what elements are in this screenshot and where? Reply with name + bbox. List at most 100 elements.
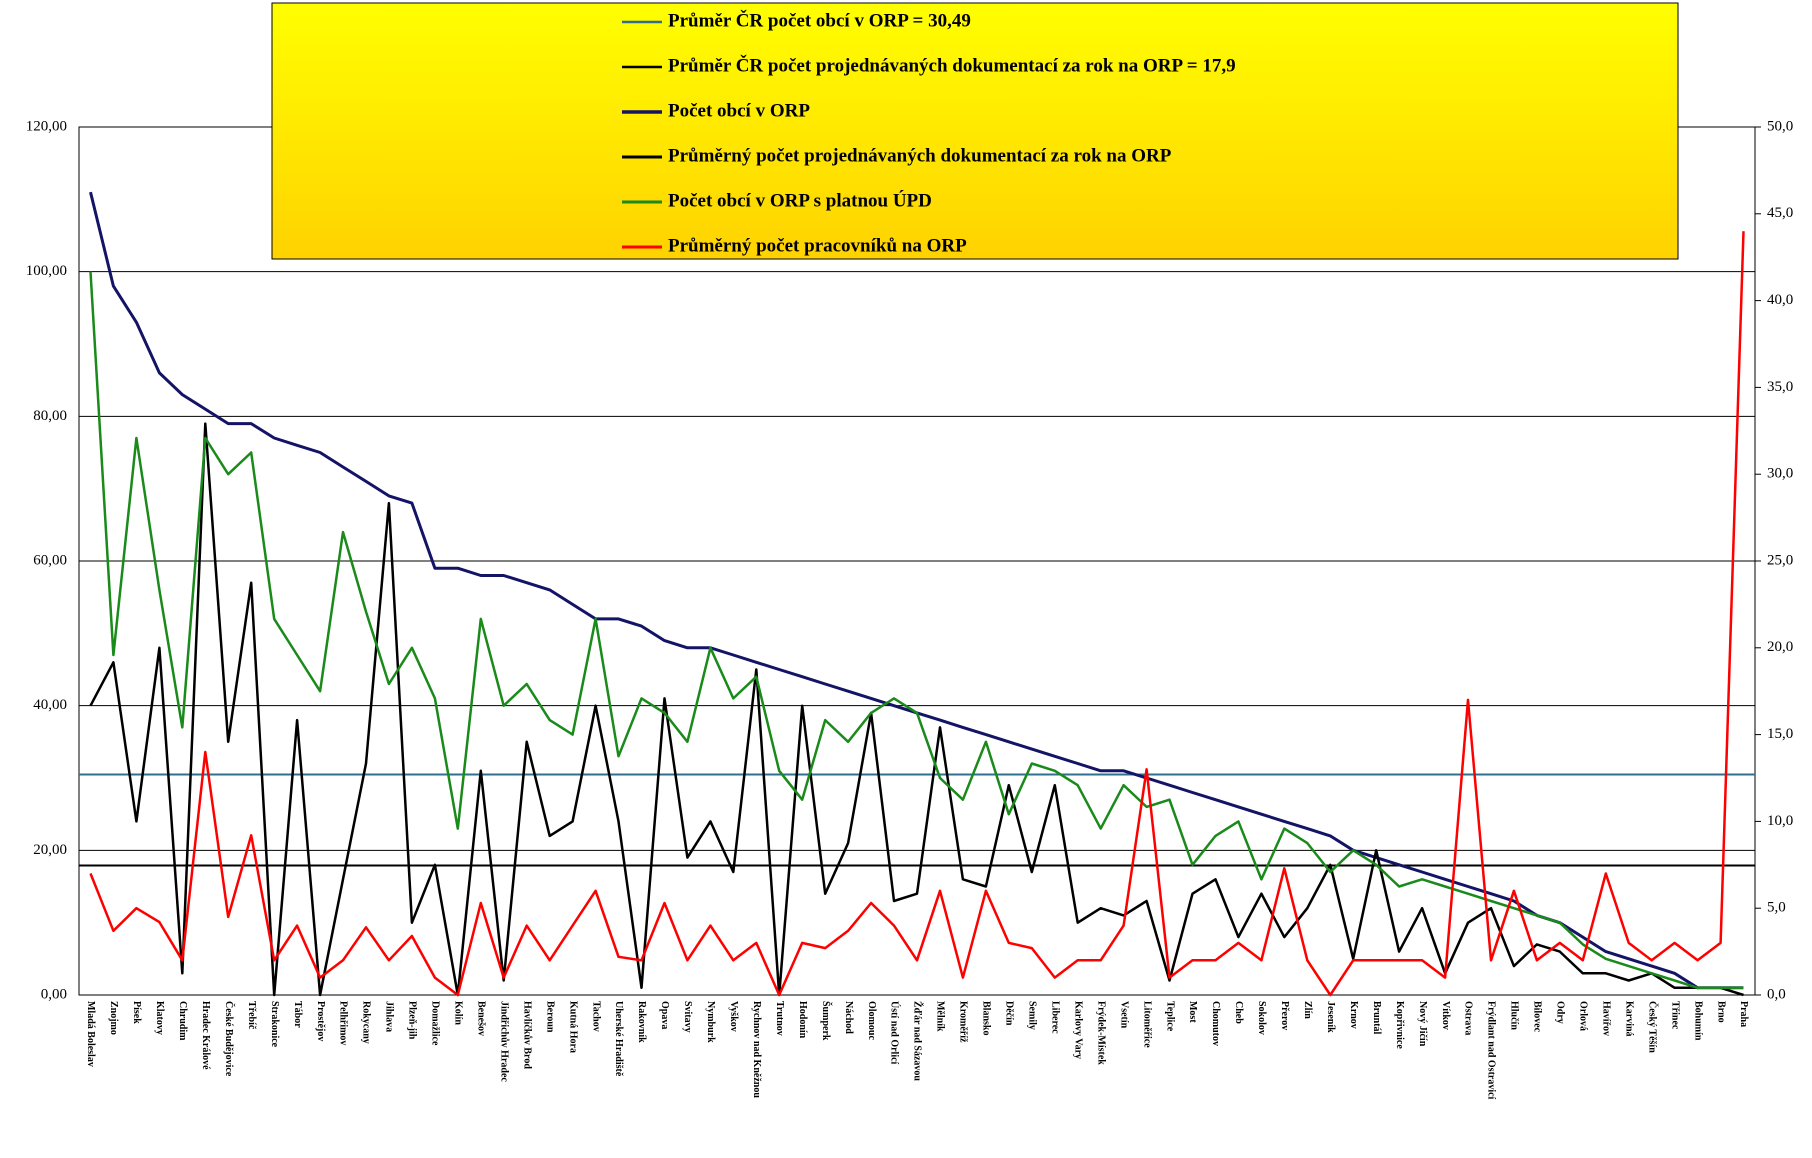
x-tick-label: Zlín [1302, 1001, 1313, 1019]
legend-label: Počet obcí v ORP s platnou ÚPD [668, 189, 932, 211]
x-tick-label: Brno [1715, 1001, 1726, 1023]
x-tick-label: Praha [1738, 1001, 1749, 1027]
y-tick-label: 80,00 [33, 408, 67, 424]
y2-tick-label: 45,0 [1767, 205, 1793, 221]
x-tick-label: Krnov [1348, 1001, 1359, 1029]
x-tick-label: Benešov [475, 1001, 486, 1036]
x-tick-label: Mělník [935, 1001, 946, 1032]
y-tick-label: 0,00 [41, 986, 67, 1002]
x-tick-label: Karviná [1623, 1001, 1634, 1037]
legend-label: Počet obcí v ORP [668, 100, 810, 121]
x-tick-label: Prostějov [315, 1001, 326, 1041]
x-tick-label: Most [1187, 1001, 1198, 1023]
x-tick-label: Litoměřice [1141, 1001, 1152, 1048]
x-tick-label: Karlovy Vary [1072, 1001, 1083, 1059]
x-tick-label: Hodonín [797, 1001, 808, 1039]
x-tick-label: Kopřivnice [1394, 1001, 1405, 1049]
x-tick-label: Český Těšín [1646, 1001, 1659, 1053]
x-tick-label: Havířov [1600, 1001, 1611, 1036]
y-tick-label: 40,00 [33, 697, 67, 713]
y2-tick-label: 25,0 [1767, 552, 1793, 568]
x-tick-label: Orlová [1578, 1001, 1589, 1031]
series-line [89, 231, 1745, 997]
x-tick-label: Bohumín [1692, 1001, 1703, 1041]
x-tick-label: Odry [1555, 1001, 1566, 1024]
x-tick-label: Rokycany [361, 1001, 372, 1044]
x-tick-label: Klatovy [154, 1001, 165, 1035]
x-tick-label: Hlučín [1509, 1001, 1520, 1030]
x-tick-label: Kroměříž [958, 1001, 969, 1043]
x-tick-label: Nový Jičín [1417, 1001, 1428, 1047]
y2-tick-label: 0,0 [1767, 986, 1786, 1002]
x-tick-label: Frýdlant nad Ostravicí [1486, 1001, 1497, 1100]
x-tick-label: Hradec Králové [200, 1001, 211, 1070]
x-tick-label: Svitavy [682, 1001, 693, 1033]
y-tick-label: 120,00 [26, 118, 67, 134]
x-tick-label: Mladá Boleslav [85, 1001, 96, 1067]
y2-tick-label: 50,0 [1767, 118, 1793, 134]
x-tick-label: Jeseník [1325, 1001, 1336, 1033]
y2-tick-label: 20,0 [1767, 639, 1793, 655]
x-tick-label: Znojmo [108, 1001, 119, 1035]
x-tick-label: Trutnov [774, 1001, 785, 1036]
x-tick-label: Semily [1026, 1001, 1037, 1030]
x-tick-label: Rychnov nad Kněžnou [751, 1001, 762, 1098]
x-tick-label: Chrudim [177, 1001, 188, 1041]
x-tick-label: Strakonice [269, 1001, 280, 1048]
legend-label: Průměr ČR počet projednávaných dokumenta… [668, 54, 1236, 76]
legend-label: Průměrný počet projednávaných dokumentac… [668, 145, 1172, 166]
x-tick-label: Tábor [292, 1001, 303, 1028]
legend-label: Průměr ČR počet obcí v ORP = 30,49 [668, 9, 971, 31]
x-tick-label: Rakovník [636, 1001, 647, 1043]
x-tick-label: Bruntál [1371, 1001, 1382, 1035]
series-line [89, 271, 1744, 990]
x-tick-label: Kolín [453, 1001, 464, 1025]
x-tick-label: Šumperk [820, 1001, 833, 1041]
y-tick-label: 100,00 [26, 263, 67, 279]
x-tick-label: Sokolov [1256, 1001, 1267, 1035]
x-tick-label: Pelhřimov [338, 1001, 349, 1045]
x-tick-label: Kutná Hora [567, 1001, 578, 1053]
x-tick-label: Blansko [981, 1001, 992, 1035]
legend-box [271, 2, 1679, 260]
x-tick-label: Vítkov [1440, 1001, 1451, 1030]
x-tick-label: Havlíčkův Brod [521, 1001, 532, 1069]
x-tick-label: Tachov [590, 1001, 601, 1032]
x-tick-label: Domažlice [430, 1001, 441, 1046]
x-tick-label: Ústí nad Orlicí [889, 1001, 901, 1065]
y2-tick-label: 40,0 [1767, 292, 1793, 308]
x-tick-label: Uherské Hradiště [613, 1001, 624, 1077]
x-tick-label: Plzeň-jih [407, 1001, 418, 1040]
y2-tick-label: 10,0 [1767, 813, 1793, 829]
x-tick-label: Nymburk [705, 1001, 716, 1043]
x-tick-label: Žďár nad Sázavou [912, 1001, 924, 1081]
x-tick-label: Třebíč [246, 1001, 257, 1030]
x-tick-label: Přerov [1279, 1001, 1290, 1030]
x-tick-label: Jihlava [384, 1001, 395, 1032]
x-tick-label: Chomutov [1210, 1001, 1221, 1046]
x-tick-label: Olomouc [866, 1001, 877, 1040]
y2-tick-label: 35,0 [1767, 379, 1793, 395]
x-tick-label: Jindřichův Hradec [498, 1001, 509, 1082]
x-tick-label: České Budějovice [223, 1001, 236, 1077]
series-line [89, 422, 1744, 997]
x-tick-label: Vyškov [728, 1001, 739, 1032]
x-tick-label: Třinec [1669, 1001, 1680, 1030]
x-tick-label: Ostrava [1463, 1001, 1474, 1035]
x-tick-label: Náchod [843, 1001, 854, 1034]
y-tick-label: 20,00 [33, 842, 67, 858]
legend-label: Průměrný počet pracovníků na ORP [668, 235, 967, 256]
y2-tick-label: 5,0 [1767, 900, 1786, 916]
y2-tick-label: 15,0 [1767, 726, 1793, 742]
y2-tick-label: 30,0 [1767, 466, 1793, 482]
x-tick-label: Děčín [1004, 1001, 1015, 1026]
x-tick-label: Teplice [1164, 1001, 1175, 1032]
x-tick-label: Beroun [544, 1001, 555, 1033]
x-tick-label: Cheb [1233, 1001, 1244, 1024]
x-tick-label: Frýdek-Místek [1095, 1001, 1106, 1065]
x-tick-label: Písek [131, 1001, 142, 1024]
x-tick-label: Bílovec [1532, 1001, 1543, 1033]
y-tick-label: 60,00 [33, 552, 67, 568]
x-tick-label: Liberec [1049, 1001, 1060, 1034]
